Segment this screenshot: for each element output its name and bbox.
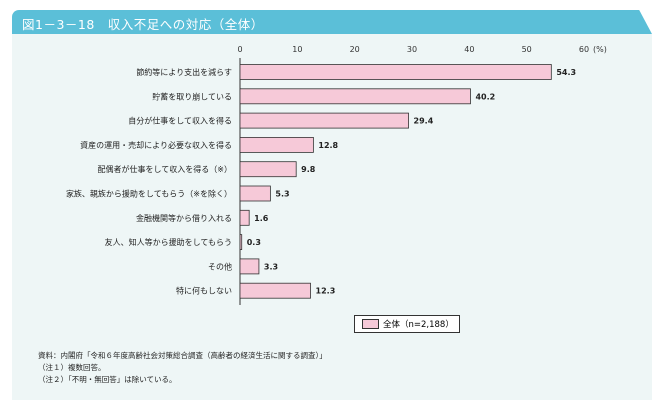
data-label: 0.3 [247, 238, 261, 247]
data-label: 12.3 [316, 287, 336, 296]
category-label: 特に何もしない [176, 286, 232, 296]
category-label: 節約等により支出を減らす [136, 67, 232, 77]
x-tick-label: 20 [350, 45, 360, 54]
note-1: （注１）複数回答。 [38, 363, 106, 372]
category-label: その他 [208, 261, 232, 271]
x-tick-label: 50 [522, 45, 532, 54]
x-tick-label: 30 [407, 45, 417, 54]
bar [239, 282, 311, 299]
category-label: 自分が仕事をして収入を得る [128, 116, 232, 126]
footnotes: 資料：内閣府「令和６年度高齢社会対策総合調査（高齢者の経済生活に関する調査）」 … [38, 350, 327, 386]
bar [239, 258, 260, 275]
category-label: 友人、知人等から援助をしてもらう [105, 237, 232, 247]
data-label: 12.8 [318, 141, 338, 150]
legend-label: 全体（n=2,188） [383, 320, 454, 330]
category-label: 資産の運用・売却により必要な収入を得る [80, 140, 232, 150]
x-tick-label: 0 [237, 45, 242, 54]
figure-header: 図1－3－18 収入不足への対応（全体） [12, 10, 652, 34]
bar [239, 209, 250, 226]
note-2: （注２）「不明・無回答」は除いている。 [38, 375, 177, 384]
category-label: 貯蓄を取り崩している [152, 91, 232, 101]
bar [239, 112, 409, 129]
bar [239, 64, 552, 80]
x-tick-label: 40 [464, 45, 474, 54]
data-label: 9.8 [301, 165, 316, 174]
bar [239, 185, 271, 202]
data-label: 1.6 [254, 214, 269, 223]
data-label: 29.4 [414, 117, 434, 126]
x-tick-label: 60 [579, 45, 589, 54]
data-label: 40.2 [475, 92, 495, 101]
category-label: 家族、親族から援助をしてもらう（※を除く） [66, 189, 232, 199]
x-tick-label: 10 [292, 45, 302, 54]
legend: 全体（n=2,188） [354, 315, 460, 333]
category-label: 配偶者が仕事をして収入を得る（※） [98, 164, 232, 174]
bar [239, 234, 243, 251]
data-label: 3.3 [264, 262, 278, 271]
bar [239, 161, 297, 178]
source-note: 資料：内閣府「令和６年度高齢社会対策総合調査（高齢者の経済生活に関する調査）」 [38, 351, 327, 360]
data-label: 54.3 [556, 68, 576, 77]
legend-swatch [362, 319, 379, 329]
figure-title: 図1－3－18 収入不足への対応（全体） [22, 17, 264, 32]
data-label: 5.3 [275, 190, 289, 199]
category-label: 金融機関等から借り入れる [136, 213, 232, 223]
bar [239, 136, 314, 153]
bar [239, 88, 471, 105]
x-unit-label: (%) [593, 45, 607, 54]
